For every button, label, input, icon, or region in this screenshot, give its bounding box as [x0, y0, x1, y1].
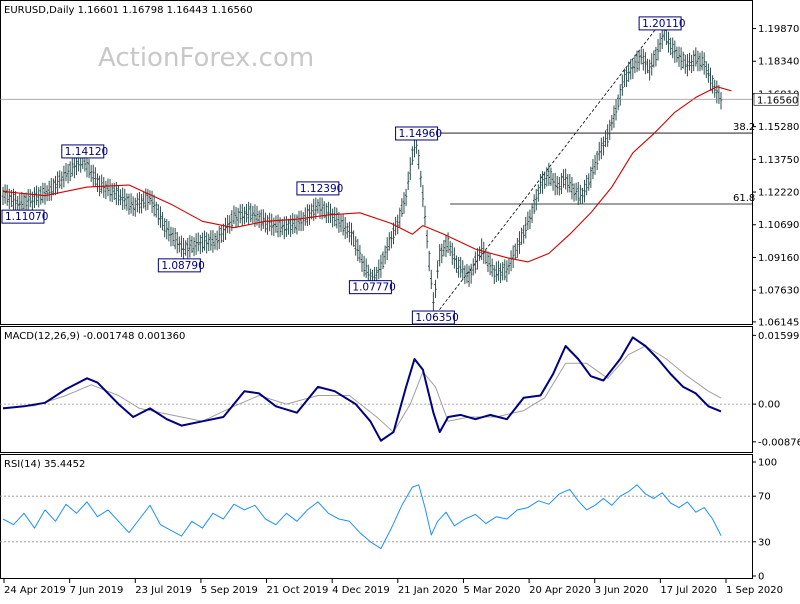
- rsi-label: RSI(14) 35.4452: [4, 459, 85, 470]
- date-tick-label: 4 Dec 2019: [332, 585, 390, 596]
- swing-label-box: [296, 181, 340, 196]
- rsi-tick-label: 100: [758, 458, 777, 469]
- swing-label: 1.06350: [411, 310, 459, 325]
- swing-label: 1.08790: [157, 258, 205, 273]
- swing-label-text: 1.11070: [5, 211, 48, 223]
- swing-label-box: [1, 209, 45, 224]
- price-tick-label: 1.12220: [758, 188, 799, 199]
- swing-label-box: [411, 310, 455, 325]
- swing-label-text: 1.12390: [300, 183, 343, 195]
- price-tick-label: 1.06145: [758, 317, 799, 328]
- macd-label: MACD(12,26,9) -0.001748 0.001360: [4, 331, 185, 342]
- swing-label-text: 1.14120: [65, 146, 108, 158]
- swing-label: 1.07770: [348, 280, 396, 295]
- price-pane: [0, 0, 753, 325]
- swing-label: 1.20110: [638, 16, 686, 31]
- rsi-tick-label: 0: [758, 572, 764, 583]
- chart-header: EURUSD,Daily 1.16601 1.16798 1.16443 1.1…: [4, 5, 253, 16]
- price-tick-label: 1.13750: [758, 155, 799, 166]
- swing-label-text: 1.07770: [352, 282, 395, 294]
- date-tick-label: 21 Jan 2020: [398, 585, 458, 596]
- date-tick-label: 1 Sep 2020: [726, 585, 783, 596]
- swing-label-box: [157, 258, 201, 273]
- rsi-tick-label: 70: [758, 492, 771, 503]
- date-tick-label: 5 Sep 2019: [201, 585, 258, 596]
- swing-label-text: 1.14960: [399, 128, 442, 140]
- current-price-tag: [753, 92, 799, 106]
- date-tick-label: 21 Oct 2019: [267, 585, 329, 596]
- swing-label-box: [638, 16, 682, 31]
- macd-tick-label: -0.00876: [758, 437, 800, 448]
- date-tick-label: 17 Jul 2020: [660, 585, 717, 596]
- swing-label: 1.11070: [1, 209, 48, 224]
- watermark: ActionForex.com: [98, 43, 314, 73]
- macd-pane: [0, 326, 753, 453]
- price-tick-label: 1.15280: [758, 122, 799, 133]
- swing-label-text: 1.20110: [642, 18, 685, 30]
- price-tick-label: 1.07630: [758, 286, 799, 297]
- macd-tick-label: 0.00: [758, 400, 780, 411]
- date-tick-label: 5 Mar 2020: [463, 585, 520, 596]
- swing-label: 1.12390: [296, 181, 343, 196]
- date-tick-label: 23 Jul 2019: [135, 585, 192, 596]
- macd-tick-label: 0.015991: [758, 331, 800, 342]
- price-tick-label: 1.18340: [758, 57, 799, 68]
- macd-signal-line: [2, 345, 722, 433]
- price-tick-label: 1.10690: [758, 220, 799, 231]
- rsi-pane: [0, 454, 753, 579]
- rsi-tick-label: 30: [758, 537, 771, 548]
- swing-label-box: [348, 280, 392, 295]
- swing-label-box: [61, 144, 105, 159]
- swing-label-text: 1.06350: [415, 312, 458, 324]
- price-tick-label: 1.09160: [758, 253, 799, 264]
- fib-level-label: 61.8: [733, 193, 755, 204]
- date-tick-label: 7 Jun 2019: [70, 585, 124, 596]
- rsi-line: [2, 484, 722, 550]
- moving-average-line: [2, 86, 732, 263]
- swing-label-text: 1.08790: [161, 260, 204, 272]
- swing-label: 1.14960: [395, 126, 442, 141]
- date-tick-label: 3 Jun 2020: [595, 585, 649, 596]
- current-price-label: 1.16560: [757, 95, 798, 106]
- fib-level-label: 38.2: [733, 122, 755, 133]
- swing-label: 1.14120: [61, 144, 108, 159]
- date-tick-label: 20 Apr 2020: [529, 585, 591, 596]
- swing-label-box: [395, 126, 439, 141]
- price-tick-label: 1.19870: [758, 24, 799, 35]
- date-tick-label: 24 Apr 2019: [4, 585, 66, 596]
- macd-line: [2, 336, 722, 442]
